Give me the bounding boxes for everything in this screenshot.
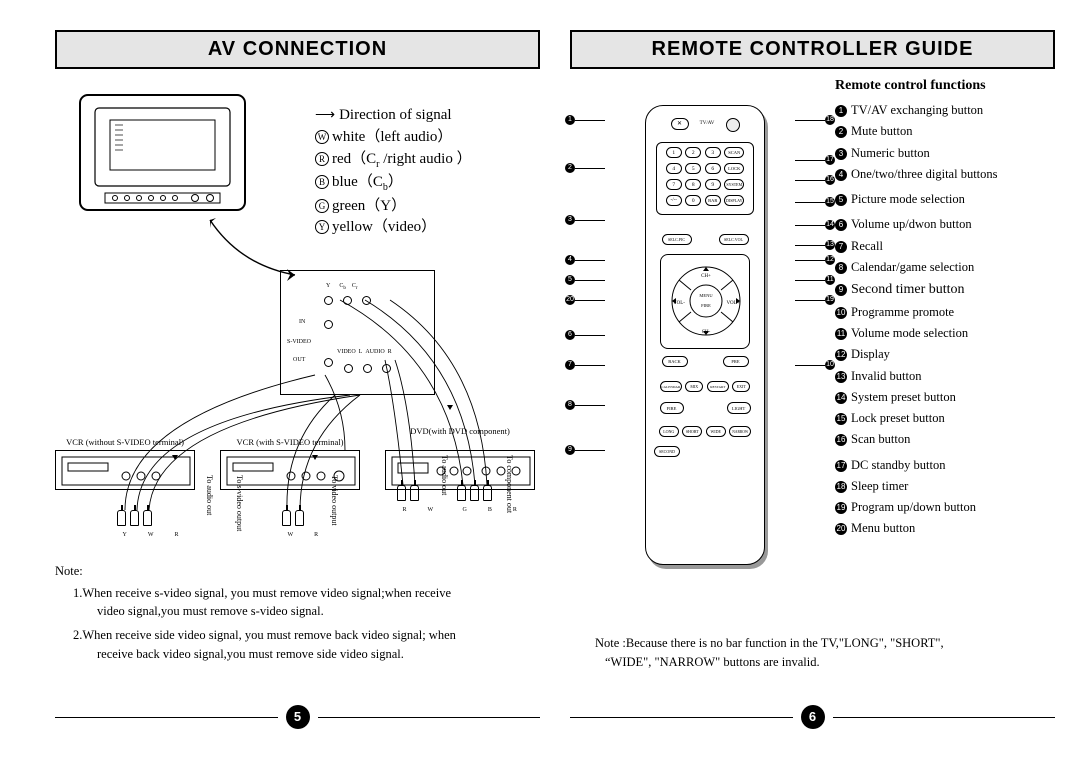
legend-white: white（left audio） xyxy=(332,129,452,145)
page-number-6: 6 xyxy=(801,705,825,729)
wires xyxy=(55,260,540,550)
header-remote: REMOTE CONTROLLER GUIDE xyxy=(570,30,1055,69)
note-right: Note :Because there is no bar function i… xyxy=(595,634,944,672)
remote-diagram: ✕ TV/AV 1 2 3 SCAN 4 5 6 LOCK xyxy=(605,95,795,615)
page-av-connection: AV CONNECTION ⟶Dire xyxy=(55,30,540,743)
page-remote-guide: REMOTE CONTROLLER GUIDE Remote control f… xyxy=(570,30,1055,743)
note-label: Note: xyxy=(55,562,456,580)
legend-yellow: yellow（video） xyxy=(332,219,436,235)
functions-title: Remote control functions xyxy=(835,78,986,94)
svg-text:CH+: CH+ xyxy=(701,274,711,279)
header-av: AV CONNECTION xyxy=(55,30,540,69)
blue-marker: B xyxy=(315,175,329,189)
remote-body: ✕ TV/AV 1 2 3 SCAN 4 5 6 LOCK xyxy=(645,105,765,565)
vt-video: To video output xyxy=(330,475,339,526)
notes-left: Note: 1.When receive s-video signal, you… xyxy=(55,562,456,663)
yellow-marker: Y xyxy=(315,220,329,234)
vt-audio1: To audio out xyxy=(205,475,214,515)
legend: ⟶Direction of signal Wwhite（left audio） … xyxy=(315,105,472,239)
arrow-icon: ⟶ xyxy=(315,106,335,126)
svg-text:MENU: MENU xyxy=(699,293,713,298)
vt-component: To component out xyxy=(505,455,514,513)
functions-list: 1TV/AV exchanging button 2Mute button 3N… xyxy=(835,100,998,540)
page-number-5: 5 xyxy=(286,705,310,729)
red-marker: R xyxy=(315,152,329,166)
svg-text:FIRE: FIRE xyxy=(701,303,711,308)
white-marker: W xyxy=(315,130,329,144)
devices-diagram: Y Cb Cr IN S-VIDEO OUT VIDEO L AUDIO R V… xyxy=(55,260,540,540)
green-marker: G xyxy=(315,199,329,213)
vt-svideo: To s-video output xyxy=(235,475,244,531)
legend-direction: Direction of signal xyxy=(339,107,451,123)
legend-green: green（Y） xyxy=(332,198,406,214)
tv-back-diagram xyxy=(75,90,250,230)
vt-audio2: To audio out xyxy=(440,455,449,495)
